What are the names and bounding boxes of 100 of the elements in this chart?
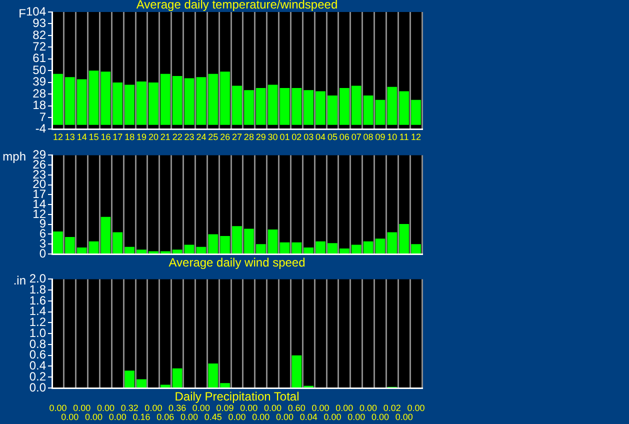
bar [136, 250, 146, 254]
bar [172, 250, 182, 254]
x-tick-label: 02 [292, 132, 302, 142]
bar [220, 236, 230, 254]
bar [160, 384, 170, 388]
bar [411, 100, 421, 125]
bar [136, 379, 146, 388]
bar [65, 236, 75, 254]
data-label: 0.00 [49, 402, 67, 413]
bar [292, 88, 302, 125]
bar [76, 248, 87, 254]
data-label: 0.00 [348, 412, 366, 422]
bar [196, 77, 206, 125]
bar [399, 91, 409, 125]
y-tick-label: 72 [32, 39, 46, 54]
data-label: 0.00 [108, 412, 126, 422]
bar [112, 232, 123, 254]
data-label: 0.00 [312, 402, 330, 413]
bar [292, 242, 302, 254]
bar [328, 96, 338, 125]
data-label: 0.00 [276, 412, 294, 422]
bar [100, 216, 111, 254]
x-tick-label: 22 [172, 132, 182, 142]
x-tick-label: 30 [268, 132, 278, 142]
bar [268, 229, 278, 254]
x-tick-label: 08 [363, 132, 374, 142]
text: Average daily wind speed [168, 255, 306, 270]
bar [316, 91, 326, 125]
bar [304, 248, 314, 254]
bar [208, 234, 218, 254]
bar [124, 246, 134, 254]
x-tick-label: 12 [411, 132, 422, 142]
x-tick-label: 29 [256, 132, 266, 142]
chart-title: Average daily temperature/windspeed [136, 0, 338, 12]
bar [112, 82, 123, 125]
x-tick-label: 25 [208, 132, 218, 142]
bar [88, 70, 99, 125]
x-tick-label: 21 [160, 132, 170, 142]
x-tick-label: 28 [244, 132, 254, 142]
bar [184, 78, 194, 125]
bar [280, 242, 290, 254]
bar [88, 241, 99, 254]
data-label: 0.00 [336, 402, 354, 413]
y-tick-label: 7 [39, 110, 46, 124]
bar [340, 248, 350, 254]
data-label: 0.00 [395, 412, 413, 422]
bar [232, 86, 242, 125]
x-tick-label: 18 [124, 132, 135, 142]
y-tick-label: 39 [32, 74, 46, 89]
x-tick-label: 17 [112, 132, 123, 142]
data-label: 0.02 [383, 402, 401, 413]
bar [124, 84, 134, 125]
bar [304, 90, 314, 125]
x-tick-label: 12 [52, 132, 63, 142]
bar [280, 88, 290, 125]
data-label: 0.00 [324, 412, 342, 422]
x-tick-label: 01 [280, 132, 290, 142]
bar [375, 238, 386, 254]
x-tick-label: 05 [327, 132, 338, 142]
bar [53, 74, 63, 125]
bar [351, 244, 362, 254]
data-label: 0.00 [371, 412, 389, 422]
data-label: 0.00 [180, 412, 198, 422]
bar [100, 72, 111, 125]
data-label: 0.16 [132, 412, 150, 422]
bar [328, 243, 338, 254]
bar [292, 355, 302, 388]
bar [136, 81, 146, 125]
y-tick-label: 18 [32, 98, 46, 112]
bar [316, 241, 326, 254]
data-label: 0.00 [61, 412, 79, 422]
bar [184, 244, 194, 254]
data-label: 0.00 [73, 402, 91, 413]
y-tick-label: 28 [32, 86, 46, 100]
bar [244, 228, 254, 254]
bar [375, 100, 386, 125]
y-tick-label: 104 [26, 4, 46, 18]
y-tick-label: 50 [32, 62, 46, 77]
bar [172, 368, 182, 388]
x-tick-label: 10 [387, 132, 398, 142]
data-label: 0.36 [168, 402, 186, 413]
bar [363, 241, 374, 254]
data-label: 0.00 [407, 402, 425, 413]
bar [351, 86, 362, 125]
data-label: 0.45 [204, 412, 222, 422]
data-label: 0.00 [360, 402, 378, 413]
data-label: 0.00 [264, 402, 282, 413]
x-tick-label: 26 [220, 132, 230, 142]
bar [196, 246, 206, 254]
data-label: 0.00 [228, 412, 246, 422]
x-tick-label: 14 [76, 132, 87, 142]
bar [53, 232, 63, 254]
x-tick-label: 07 [351, 132, 362, 142]
x-tick-label: 19 [136, 132, 147, 142]
data-label: 0.32 [120, 402, 138, 413]
x-tick-label: 04 [316, 132, 326, 142]
x-tick-label: 23 [184, 132, 194, 142]
y-tick-label: 26 [32, 157, 46, 172]
x-tick-label: 09 [375, 132, 386, 142]
bar [65, 77, 75, 125]
